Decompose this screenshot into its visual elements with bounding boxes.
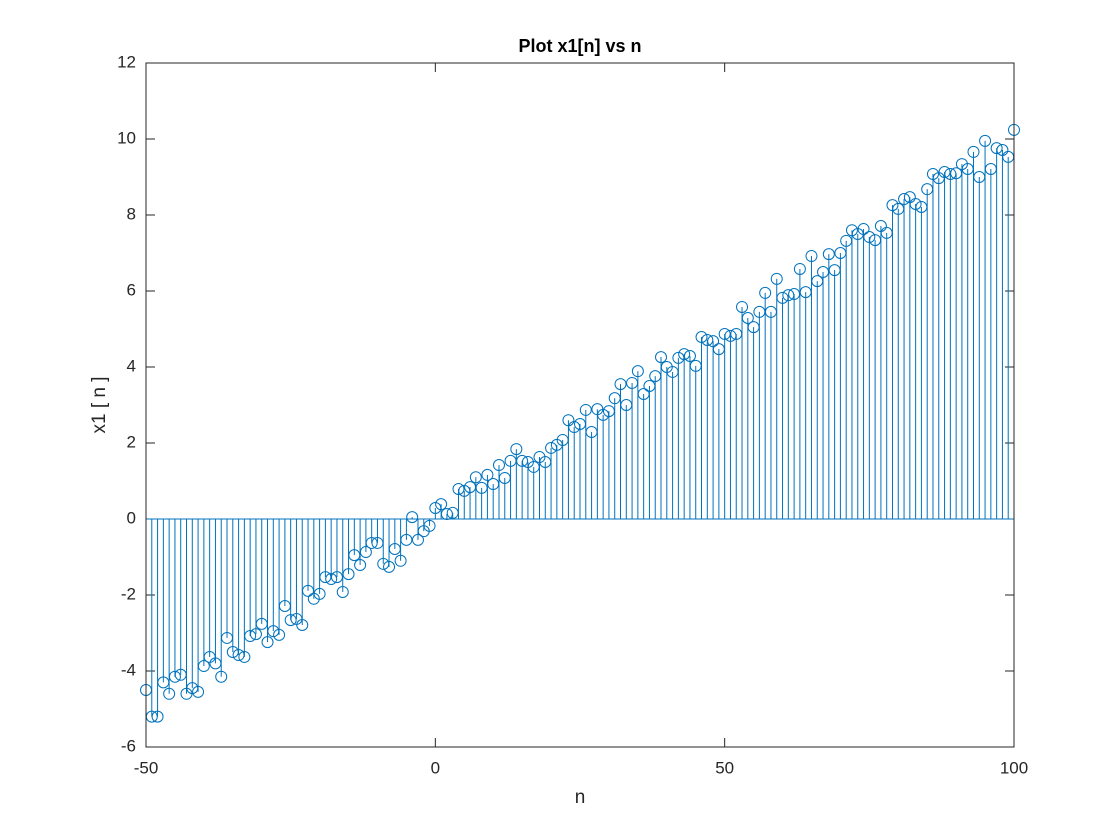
stem-marker (990, 142, 1003, 155)
y-tick-label: -2 (121, 584, 136, 603)
stem-marker (510, 443, 523, 456)
stem-marker (938, 166, 951, 179)
stem-marker (492, 459, 505, 472)
x-tick-label: -50 (134, 758, 159, 777)
stem-marker (516, 454, 529, 467)
stem-marker (394, 554, 407, 567)
stem-marker (435, 498, 448, 511)
stem-marker (979, 134, 992, 147)
stem-marker (845, 224, 858, 237)
stem-marker (579, 403, 592, 416)
stem-marker (273, 628, 286, 641)
stem-marker (655, 351, 668, 364)
stem-marker (284, 614, 297, 627)
stem-marker (400, 533, 413, 546)
axes-box (145, 62, 1015, 748)
stem-marker (793, 262, 806, 275)
stem-marker (168, 670, 181, 683)
stem-marker (695, 330, 708, 343)
stem-marker (238, 650, 251, 663)
stem-marker (759, 286, 772, 299)
x-axis-label: n (575, 787, 586, 808)
stem-marker (151, 710, 164, 723)
y-tick-label: 6 (127, 280, 136, 299)
stem-marker (383, 560, 396, 573)
stem-marker (244, 630, 257, 643)
stem-marker (481, 468, 494, 481)
stem-marker (701, 334, 714, 347)
stem-marker (736, 300, 749, 313)
stem-marker (192, 685, 205, 698)
stem-marker (683, 349, 696, 362)
stem-marker (342, 568, 355, 581)
x-tick-label: 0 (431, 758, 440, 777)
stem-marker (967, 145, 980, 158)
chart-title: Plot x1[n] vs n (518, 36, 641, 56)
stem-marker (406, 511, 419, 524)
y-tick-label: 12 (117, 52, 136, 71)
stem-marker (325, 573, 338, 586)
stem-marker (631, 365, 644, 378)
stem-marker (886, 199, 899, 212)
y-tick-label: -6 (121, 736, 136, 755)
stem-marker (822, 248, 835, 261)
stem-marker (678, 348, 691, 361)
stem-marker (857, 223, 870, 236)
stem-marker (296, 619, 309, 632)
stem-marker (249, 628, 262, 641)
y-tick-label: 0 (127, 508, 136, 527)
x-tick-label: 50 (715, 758, 734, 777)
stem-marker (359, 546, 372, 559)
stem-marker (741, 311, 754, 324)
stem-marker (469, 471, 482, 484)
stem-marker (336, 585, 349, 598)
stem-marker (863, 231, 876, 244)
y-tick-label: 4 (127, 356, 136, 375)
stem-marker (614, 378, 627, 391)
stem-marker (215, 670, 228, 683)
stem-marker (411, 533, 424, 546)
stem-marker (163, 687, 176, 700)
stem-marker (718, 327, 731, 340)
y-tick-label: 8 (127, 204, 136, 223)
y-tick-label: 10 (117, 128, 136, 147)
stem-marker (452, 482, 465, 495)
x-tick-label: 100 (1000, 758, 1028, 777)
stem-marker (805, 250, 818, 263)
y-tick-label: -4 (121, 660, 136, 679)
stem-marker (313, 587, 326, 600)
stem-marker (354, 558, 367, 571)
stem-marker (909, 197, 922, 210)
y-tick-label: 2 (127, 432, 136, 451)
stem-marker (197, 660, 210, 673)
stem-marker (261, 636, 274, 649)
stem-marker (423, 519, 436, 532)
y-axis-label: x1 [ n ] (89, 376, 110, 433)
stem-marker (770, 272, 783, 285)
stem-marker (707, 335, 720, 348)
